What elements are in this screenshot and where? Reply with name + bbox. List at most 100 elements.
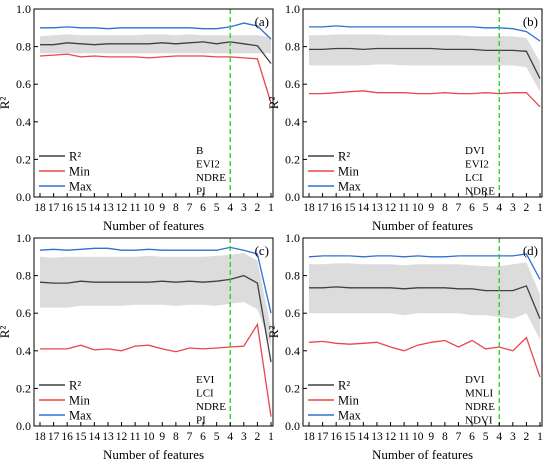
y-tick-label: 0.4 xyxy=(285,344,300,358)
y-tick-label: 0.2 xyxy=(16,381,31,395)
y-tick-label: 0.0 xyxy=(285,419,300,433)
x-tick-label: 15 xyxy=(344,202,356,214)
chart-panel-d: 0.00.20.40.60.81.018 17 16 15 14 13 12 11 10 9 8 7 6… xyxy=(266,231,543,462)
x-tick-label: 9 xyxy=(428,202,434,214)
y-tick-label: 0.2 xyxy=(285,152,300,166)
x-tick-label: 4 xyxy=(227,202,233,214)
x-tick-label: 12 xyxy=(385,431,397,443)
x-tick-label: 3 xyxy=(241,202,247,214)
series-line-min xyxy=(309,90,541,108)
plot-frame xyxy=(302,8,543,198)
plot-frame xyxy=(302,237,543,427)
legend-label-max: Max xyxy=(338,180,362,194)
feature-name: PI xyxy=(196,186,206,198)
x-tick-label: 7 xyxy=(187,431,193,443)
y-tick-label: 0.0 xyxy=(16,419,31,433)
series-line-min xyxy=(308,336,541,378)
x-tick-label: 10 xyxy=(412,431,424,443)
feature-name: NDRE xyxy=(465,401,495,413)
x-tick-label: 18 xyxy=(34,202,46,214)
series-line-r2 xyxy=(309,47,541,79)
y-tick-label: 0.6 xyxy=(285,77,300,91)
y-tick-label: 1.0 xyxy=(285,2,300,16)
y-tick-label: 0.2 xyxy=(16,152,31,166)
x-tick-label: 18 xyxy=(303,202,315,214)
y-tick-label: 0.0 xyxy=(285,190,300,204)
y-axis-label: R² xyxy=(266,97,281,110)
feature-name: EVI xyxy=(196,374,215,386)
series-line-max xyxy=(39,246,272,314)
chart-panel-c: 0.00.20.40.60.81.018 17 16 15 14 13 12 11 10 9 8 7 6… xyxy=(0,231,274,462)
feature-name: NDRE xyxy=(196,172,226,184)
x-tick-label: 18 xyxy=(34,431,46,443)
x-tick-label: 8 xyxy=(442,202,448,214)
series-line-max xyxy=(308,253,541,280)
x-tick-label: 15 xyxy=(75,431,87,443)
y-tick-label: 0.4 xyxy=(16,344,31,358)
y-tick-label: 1.0 xyxy=(16,2,31,16)
x-tick-label: 6 xyxy=(469,202,475,214)
x-tick-label: 2 xyxy=(255,202,261,214)
x-tick-label: 4 xyxy=(227,431,233,443)
y-axis-label: R² xyxy=(266,326,281,339)
x-tick-label: 5 xyxy=(214,431,220,443)
feature-name: NDRE xyxy=(196,401,226,413)
legend-label-min: Min xyxy=(69,394,91,408)
x-tick-label: 6 xyxy=(200,431,206,443)
y-tick-label: 0.8 xyxy=(16,269,31,283)
x-tick-label: 2 xyxy=(524,431,530,443)
legend-label-min: Min xyxy=(338,394,360,408)
x-tick-label: 3 xyxy=(510,202,516,214)
x-tick-label: 9 xyxy=(159,431,165,443)
feature-name: NDVI xyxy=(465,415,493,427)
plot-frame xyxy=(33,237,274,427)
x-axis-label: Number of features xyxy=(103,218,204,233)
feature-name: MNLI xyxy=(465,388,493,400)
x-tick-label: 15 xyxy=(75,202,87,214)
x-axis-label: Number of features xyxy=(372,218,473,233)
x-tick-label: 16 xyxy=(330,431,342,443)
chart-panel-b: 0.00.20.40.60.81.018 17 16 15 14 13 12 11 10 9 8 7 6… xyxy=(266,2,543,233)
x-tick-label: 12 xyxy=(385,202,397,214)
series-line-max xyxy=(309,25,541,42)
x-tick-label: 16 xyxy=(330,202,342,214)
legend-label-max: Max xyxy=(69,180,93,194)
x-tick-label: 10 xyxy=(143,431,155,443)
x-tick-label: 8 xyxy=(173,202,179,214)
legend-label-min: Min xyxy=(69,165,91,179)
x-tick-label: 11 xyxy=(130,431,141,443)
x-tick-label: 4 xyxy=(496,431,502,443)
range-band xyxy=(309,262,540,340)
x-tick-label: 1 xyxy=(268,202,274,214)
y-tick-label: 0.6 xyxy=(16,306,31,320)
y-tick-label: 0.8 xyxy=(16,40,31,54)
y-tick-label: 0.0 xyxy=(16,190,31,204)
x-tick-label: 16 xyxy=(61,431,73,443)
x-tick-label: 1 xyxy=(268,431,274,443)
x-tick-label: 10 xyxy=(143,202,155,214)
panel-label: (d) xyxy=(523,243,538,258)
x-tick-label: 5 xyxy=(483,202,489,214)
legend-label-max: Max xyxy=(69,409,93,423)
x-tick-label: 14 xyxy=(358,431,370,443)
x-tick-label: 13 xyxy=(102,202,114,214)
y-tick-label: 0.4 xyxy=(285,115,300,129)
series-line-r2 xyxy=(39,274,272,363)
x-tick-label: 12 xyxy=(116,202,128,214)
feature-name: EVI2 xyxy=(196,159,220,171)
x-tick-label: 13 xyxy=(102,431,114,443)
x-tick-label: 8 xyxy=(442,431,448,443)
x-tick-label: 2 xyxy=(255,431,261,443)
legend-label-r2: R² xyxy=(69,379,81,393)
x-tick-label: 15 xyxy=(344,431,356,443)
x-tick-label: 3 xyxy=(510,431,516,443)
feature-name: B xyxy=(196,145,203,157)
feature-name: DVI xyxy=(465,374,485,386)
x-tick-label: 3 xyxy=(241,431,247,443)
series-line-min xyxy=(39,53,272,104)
panel-label: (c) xyxy=(255,243,269,258)
feature-name: NDRE xyxy=(465,186,495,198)
x-tick-label: 4 xyxy=(496,202,502,214)
range-band xyxy=(40,253,271,347)
series-line-min xyxy=(40,322,272,417)
